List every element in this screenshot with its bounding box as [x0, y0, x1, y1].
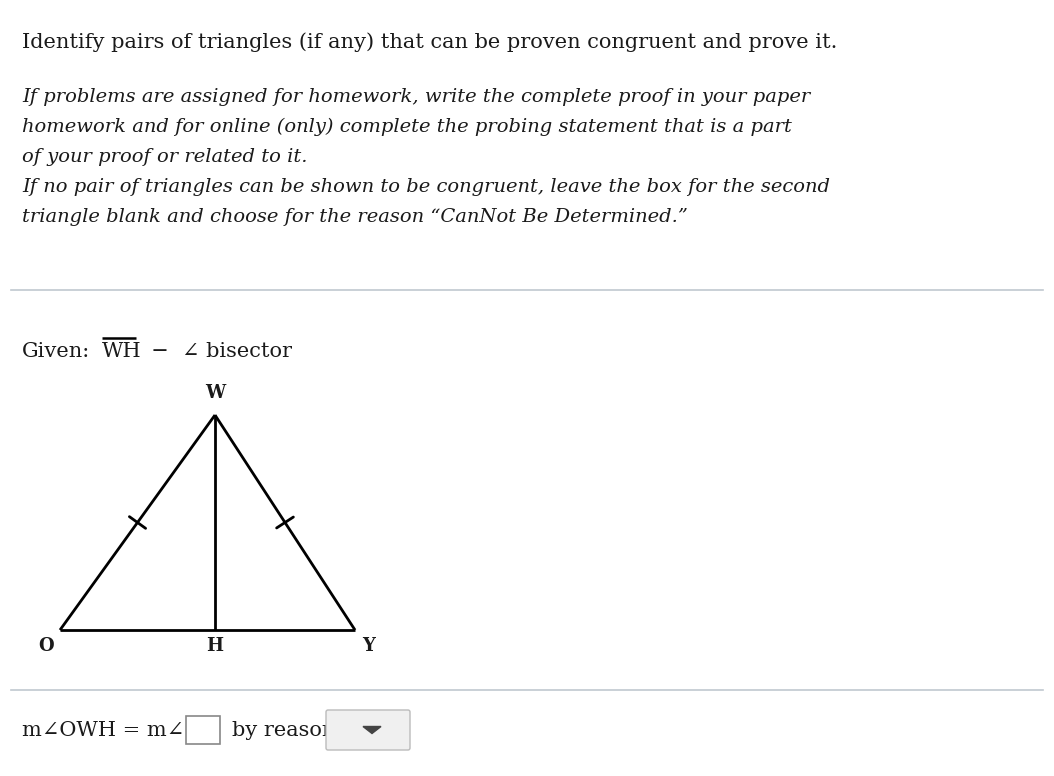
Text: If no pair of triangles can be shown to be congruent, leave the box for the seco: If no pair of triangles can be shown to …: [22, 178, 829, 196]
Text: Identify pairs of triangles (if any) that can be proven congruent and prove it.: Identify pairs of triangles (if any) tha…: [22, 32, 837, 52]
Bar: [186, 716, 220, 744]
Text: by reason: by reason: [232, 720, 335, 740]
FancyBboxPatch shape: [326, 710, 410, 750]
Polygon shape: [363, 726, 380, 733]
Text: W: W: [204, 384, 226, 402]
Text: O: O: [38, 637, 54, 655]
Text: m∠OWH = m∠: m∠OWH = m∠: [22, 720, 184, 740]
Text: of your proof or related to it.: of your proof or related to it.: [22, 148, 308, 166]
Text: homework and for online (only) complete the probing statement that is a part: homework and for online (only) complete …: [22, 118, 792, 137]
Text: H: H: [207, 637, 223, 655]
Text: WH: WH: [102, 342, 141, 361]
Text: triangle blank and choose for the reason “CanNot Be Determined.”: triangle blank and choose for the reason…: [22, 208, 688, 226]
Text: Given:: Given:: [22, 342, 91, 361]
Text: If problems are assigned for homework, write the complete proof in your paper: If problems are assigned for homework, w…: [22, 88, 811, 106]
Text: Y: Y: [363, 637, 375, 655]
Text: −  ∠ bisector: − ∠ bisector: [138, 342, 292, 361]
